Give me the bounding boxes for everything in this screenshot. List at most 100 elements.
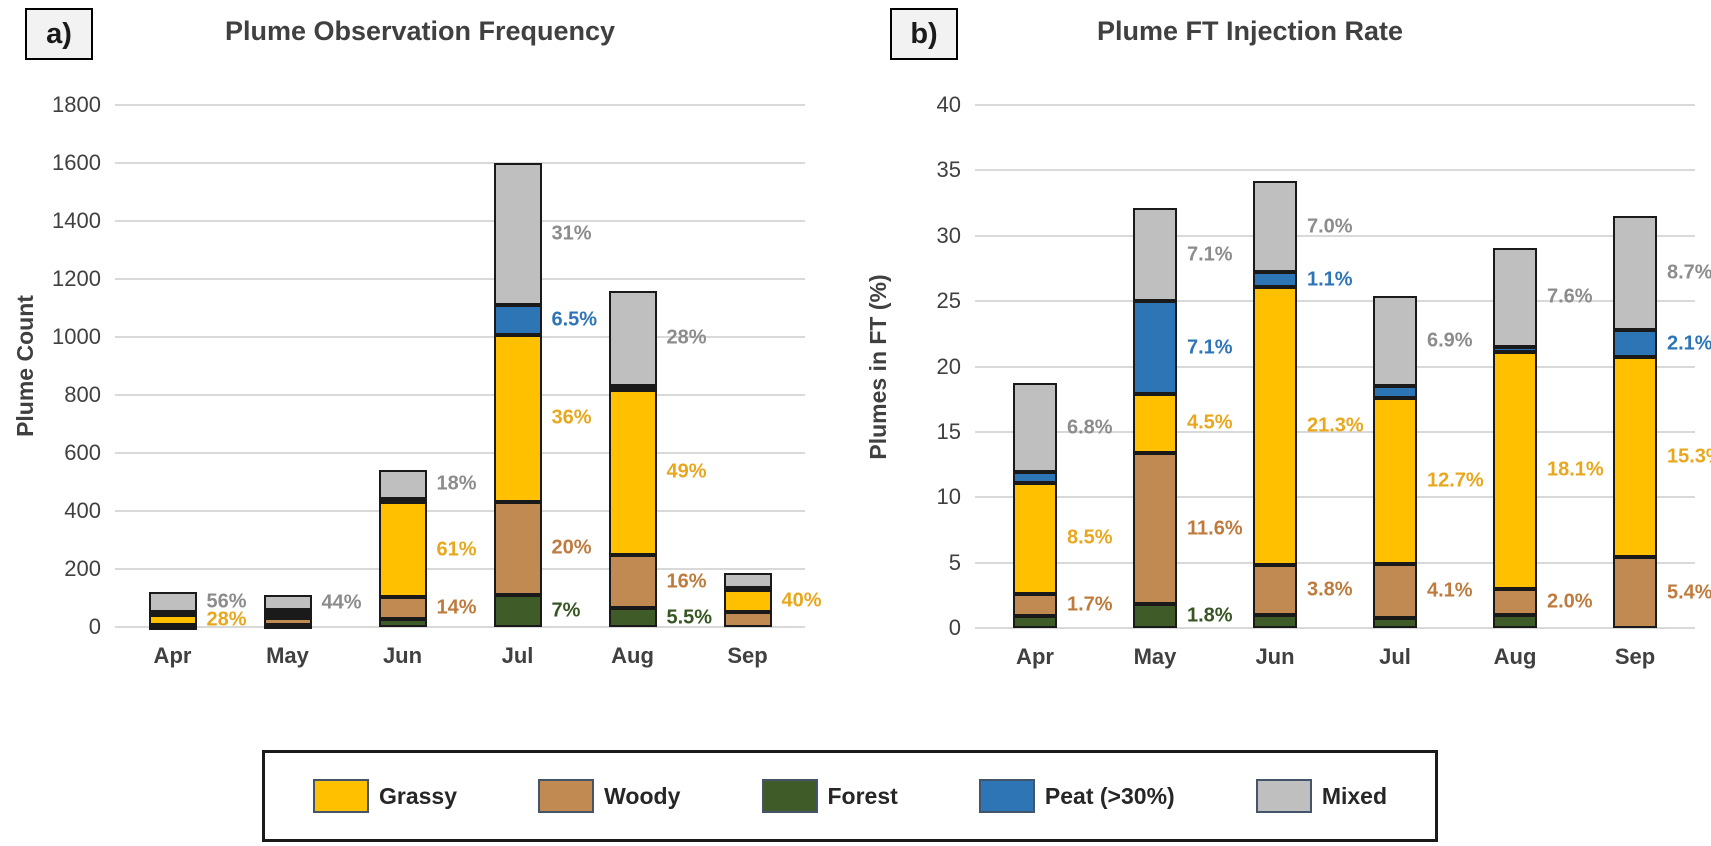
segment-label: 7.1% — [1187, 243, 1233, 266]
y-tick-label: 20 — [936, 353, 961, 379]
legend-item-woody: Woody — [538, 779, 680, 813]
bar-segment-grassy — [723, 590, 772, 612]
bar-segment-mixed — [1253, 180, 1297, 273]
x-tick-label: May — [266, 643, 309, 668]
bar-segment-peat-30- — [1253, 272, 1297, 287]
x-tick-label: Aug — [1493, 644, 1537, 669]
gridline — [115, 104, 805, 106]
bar-segment-woody — [1253, 565, 1297, 615]
bar-segment-mixed — [1373, 295, 1417, 387]
bar-segment-forest — [1253, 614, 1297, 628]
segment-label: 28% — [666, 326, 707, 349]
gridline — [115, 626, 805, 628]
bar-segment-peat-30- — [493, 304, 542, 335]
y-tick-label: 35 — [936, 157, 961, 183]
segment-label: 56% — [206, 590, 247, 613]
legend-swatch — [978, 779, 1035, 813]
gridline — [115, 278, 805, 280]
y-tick-label: 1400 — [52, 208, 101, 233]
bar-segment-grassy — [1493, 352, 1537, 589]
bar-segment-woody — [1013, 594, 1057, 617]
legend-label: Forest — [827, 782, 898, 809]
bar-segment-mixed — [493, 163, 542, 305]
bar-segment-peat-30- — [723, 587, 772, 592]
segment-label: 7.0% — [1307, 215, 1353, 238]
bar-segment-woody — [148, 624, 197, 629]
legend-swatch — [761, 779, 818, 813]
y-tick-label: 30 — [936, 222, 961, 248]
legend-label: Grassy — [379, 782, 458, 809]
bar-segment-mixed — [263, 595, 312, 611]
segment-label: 2.0% — [1547, 590, 1593, 613]
y-tick-label: 25 — [936, 288, 961, 314]
legend-swatch — [313, 779, 369, 813]
segment-label: 28% — [206, 608, 247, 631]
x-tick-label: Jul — [501, 643, 534, 668]
segment-label: 7% — [551, 599, 581, 622]
legend-item-mixed: Mixed — [1255, 779, 1387, 813]
bar-segment-woody — [608, 554, 657, 609]
segment-label: 1.7% — [1067, 593, 1113, 616]
y-tick-label: 800 — [64, 382, 101, 407]
y-tick-label: 1000 — [52, 324, 101, 349]
x-tick-label: Aug — [611, 643, 654, 668]
segment-label: 14% — [436, 596, 477, 619]
bar-segment-peat-30- — [1373, 386, 1417, 398]
segment-label: 16% — [666, 570, 707, 593]
legend-label: Peat (>30%) — [1044, 782, 1175, 809]
panel-tag: b) — [890, 8, 958, 60]
segment-label: 11.6% — [1187, 517, 1243, 540]
bar-segment-grassy — [1013, 482, 1057, 594]
legend: Grassy Woody Forest Peat (>30%) Mixed — [262, 750, 1438, 842]
y-tick-label: 200 — [64, 556, 101, 581]
segment-label: 6.9% — [1427, 329, 1473, 352]
gridline — [975, 430, 1695, 433]
gridline — [115, 220, 805, 222]
gridline — [115, 452, 805, 454]
bar-segment-woody — [263, 618, 312, 626]
gridline — [115, 162, 805, 164]
y-tick-label: 5 — [948, 549, 961, 575]
segment-label: 2.1% — [1667, 332, 1711, 355]
legend-swatch — [538, 779, 595, 813]
bar-segment-woody — [723, 611, 772, 627]
bar-segment-grassy — [378, 501, 427, 598]
legend-item-forest: Forest — [761, 779, 898, 813]
bar-segment-forest — [1013, 616, 1057, 628]
gridline — [975, 627, 1695, 629]
bar-segment-grassy — [1253, 286, 1297, 566]
panel-title: Plume Observation Frequency — [224, 16, 616, 46]
gridline — [115, 336, 805, 338]
bar-segment-grassy — [148, 614, 197, 625]
segment-label: 44% — [321, 591, 362, 614]
bar-segment-mixed — [1013, 383, 1057, 473]
bar-segment-forest — [1133, 604, 1177, 628]
gridline — [115, 510, 805, 512]
segment-label: 18.1% — [1547, 458, 1604, 481]
x-tick-label: Apr — [153, 643, 192, 668]
segment-label: 21.3% — [1307, 414, 1364, 437]
segment-label: 4.5% — [1187, 411, 1233, 434]
segment-label: 20% — [551, 536, 592, 559]
y-tick-label: 400 — [64, 498, 101, 523]
gridline — [975, 496, 1695, 499]
segment-label: 18% — [436, 472, 477, 495]
segment-label: 6.8% — [1067, 416, 1113, 439]
x-tick-label: Jul — [1379, 644, 1411, 669]
x-tick-label: Apr — [1016, 644, 1054, 669]
bar-segment-woody — [1613, 557, 1657, 628]
bar-segment-woody — [378, 597, 427, 620]
segment-label: 7.6% — [1547, 285, 1593, 308]
bar-segment-mixed — [608, 291, 657, 386]
y-tick-label: 600 — [64, 440, 101, 465]
bar-segment-grassy — [608, 390, 657, 555]
segment-label: 3.8% — [1307, 578, 1353, 601]
y-tick-label: 10 — [936, 484, 961, 510]
bar-segment-peat-30- — [1493, 346, 1537, 353]
bar-segment-woody — [493, 501, 542, 595]
panel-title: Plume FT Injection Rate — [1096, 16, 1404, 46]
bar-segment-forest — [608, 608, 657, 627]
bar-segment-mixed — [1133, 208, 1177, 302]
bar-segment-peat-30- — [378, 498, 427, 503]
